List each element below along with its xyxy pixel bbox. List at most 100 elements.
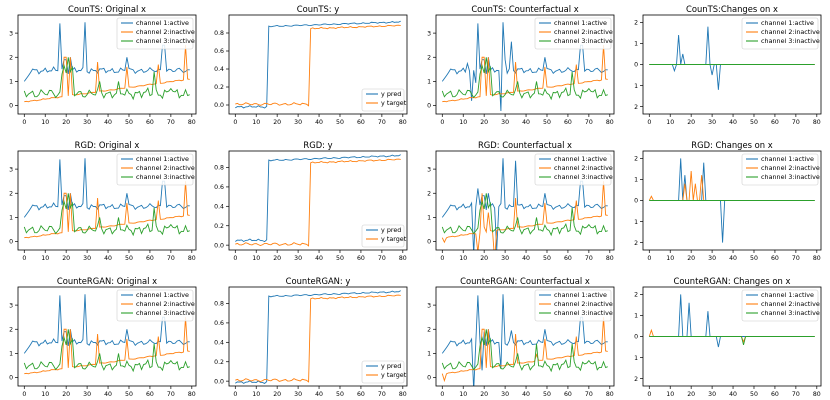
- series-line: [235, 20, 401, 109]
- series-line: [24, 45, 190, 103]
- legend-label: channel 2:inactive: [554, 28, 613, 36]
- x-tick-label: 20: [687, 255, 695, 262]
- legend-label: channel 2:inactive: [136, 300, 195, 308]
- x-tick-label: 60: [357, 119, 365, 126]
- chart-panel-6: RGD: y 0 10 20 30 40 50 60 70 80 0.0 0.2 0.4 0.6 0.8 y …: [214, 140, 408, 262]
- x-tick-label: 50: [125, 391, 133, 398]
- x-tick-label: 40: [729, 391, 737, 398]
- legend-label: channel 3:inactive: [554, 309, 613, 317]
- legend-box: [534, 17, 612, 50]
- x-tick-label: 60: [771, 255, 779, 262]
- chart-panel-10: CounteRGAN: y 0 10 20 30 40 50 60 70 80 0.0 0.2 0.4 0…: [214, 276, 408, 398]
- series-line: [649, 336, 815, 346]
- x-tick-label: 20: [687, 391, 695, 398]
- y-tick-label: 2: [634, 240, 638, 247]
- y-tick-label: 1: [634, 177, 638, 184]
- chart-title: CounteRGAN: Changes on x: [674, 276, 791, 286]
- legend-box: [741, 17, 819, 50]
- x-tick-label: 40: [104, 255, 112, 262]
- x-tick-label: 10: [41, 391, 49, 398]
- legend-label: channel 3:inactive: [761, 37, 820, 45]
- chart-title: CounteRGAN: y: [286, 276, 351, 286]
- x-tick-label: 60: [146, 391, 154, 398]
- legend-label: channel 2:inactive: [761, 164, 820, 172]
- y-tick-label: 3: [427, 166, 431, 173]
- chart-title: CounteRGAN: Original x: [57, 276, 157, 286]
- x-tick-label: 20: [273, 255, 281, 262]
- x-tick-label: 50: [336, 119, 344, 126]
- x-tick-label: 30: [708, 119, 716, 126]
- y-tick-label: 0.6: [214, 184, 224, 191]
- legend-label: channel 1:active: [136, 291, 189, 299]
- x-tick-label: 10: [459, 119, 467, 126]
- y-tick-label: 2: [9, 54, 13, 61]
- y-tick-label: 2: [9, 326, 13, 333]
- x-tick-label: 20: [273, 391, 281, 398]
- plot-frame: [228, 14, 408, 115]
- plot-frame: [228, 150, 408, 251]
- y-tick-label: 0.0: [214, 102, 224, 109]
- legend-label: channel 3:inactive: [136, 309, 195, 317]
- x-tick-label: 70: [792, 119, 800, 126]
- legend-label: y pred: [381, 226, 401, 234]
- series-line: [24, 317, 190, 375]
- chart-title: RGD: Counterfactual x: [478, 140, 572, 150]
- x-tick-label: 40: [104, 119, 112, 126]
- x-tick-label: 50: [125, 119, 133, 126]
- legend-label: channel 2:inactive: [761, 28, 820, 36]
- legend-label: channel 2:inactive: [554, 164, 613, 172]
- y-tick-label: 0.4: [214, 204, 224, 211]
- y-tick-label: 2: [634, 20, 638, 27]
- x-tick-label: 60: [771, 119, 779, 126]
- x-tick-label: 80: [813, 255, 821, 262]
- plot-frame: [642, 286, 822, 387]
- legend-box: [116, 153, 194, 186]
- x-tick-label: 20: [62, 119, 70, 126]
- x-tick-label: 20: [480, 391, 488, 398]
- series-line: [24, 181, 190, 239]
- x-tick-label: 80: [606, 255, 614, 262]
- plot-frame: [642, 14, 822, 115]
- chart-title: CounteRGAN: Counterfactual x: [460, 276, 590, 286]
- y-tick-label: 1: [427, 215, 431, 222]
- series-line: [441, 317, 608, 383]
- y-tick-label: 1: [634, 219, 638, 226]
- x-tick-label: 30: [83, 255, 91, 262]
- legend-label: channel 3:inactive: [761, 309, 820, 317]
- legend-box: [116, 289, 194, 322]
- x-tick-label: 50: [543, 255, 551, 262]
- legend-label: channel 2:inactive: [136, 28, 195, 36]
- legend-label: channel 1:active: [136, 155, 189, 163]
- y-tick-label: 2: [634, 104, 638, 111]
- chart-panel-1: CounTS: Original x 0 10 20 30 40 50 60 70 80 0 1 2 3 c…: [9, 4, 197, 126]
- plot-frame: [435, 14, 615, 115]
- y-tick-label: 0: [9, 375, 13, 382]
- legend-label: y target: [381, 99, 407, 107]
- x-tick-label: 80: [399, 391, 407, 398]
- y-tick-label: 1: [634, 355, 638, 362]
- y-tick-label: 0.2: [214, 359, 224, 366]
- legend-label: channel 1:active: [136, 19, 189, 27]
- x-tick-label: 40: [522, 119, 530, 126]
- y-tick-label: 0.6: [214, 320, 224, 327]
- y-tick-label: 1: [634, 313, 638, 320]
- chart-panel-3: CounTS: Counterfactual x0 10 20 30 40 50 60 70 8…: [427, 4, 615, 126]
- x-tick-label: 80: [606, 391, 614, 398]
- x-tick-label: 40: [729, 255, 737, 262]
- legend-label: y pred: [381, 362, 401, 370]
- x-tick-label: 50: [336, 255, 344, 262]
- y-tick-label: 1: [427, 351, 431, 358]
- x-tick-label: 70: [792, 391, 800, 398]
- series-line: [441, 57, 608, 101]
- x-tick-label: 70: [585, 119, 593, 126]
- x-tick-label: 80: [188, 391, 196, 398]
- x-tick-label: 10: [252, 119, 260, 126]
- chart-title: CounTS:Changes on x: [686, 4, 778, 14]
- chart-panel-12: CounteRGAN: Changes on x0 10 20 30 40 50 60 70 8…: [634, 276, 822, 398]
- chart-title: RGD: Changes on x: [691, 140, 772, 150]
- chart-panel-4: CounTS:Changes on x0 10 20 30 40 50 60 70 802101…: [634, 4, 822, 126]
- x-tick-label: 70: [585, 255, 593, 262]
- legend-label: channel 2:inactive: [136, 164, 195, 172]
